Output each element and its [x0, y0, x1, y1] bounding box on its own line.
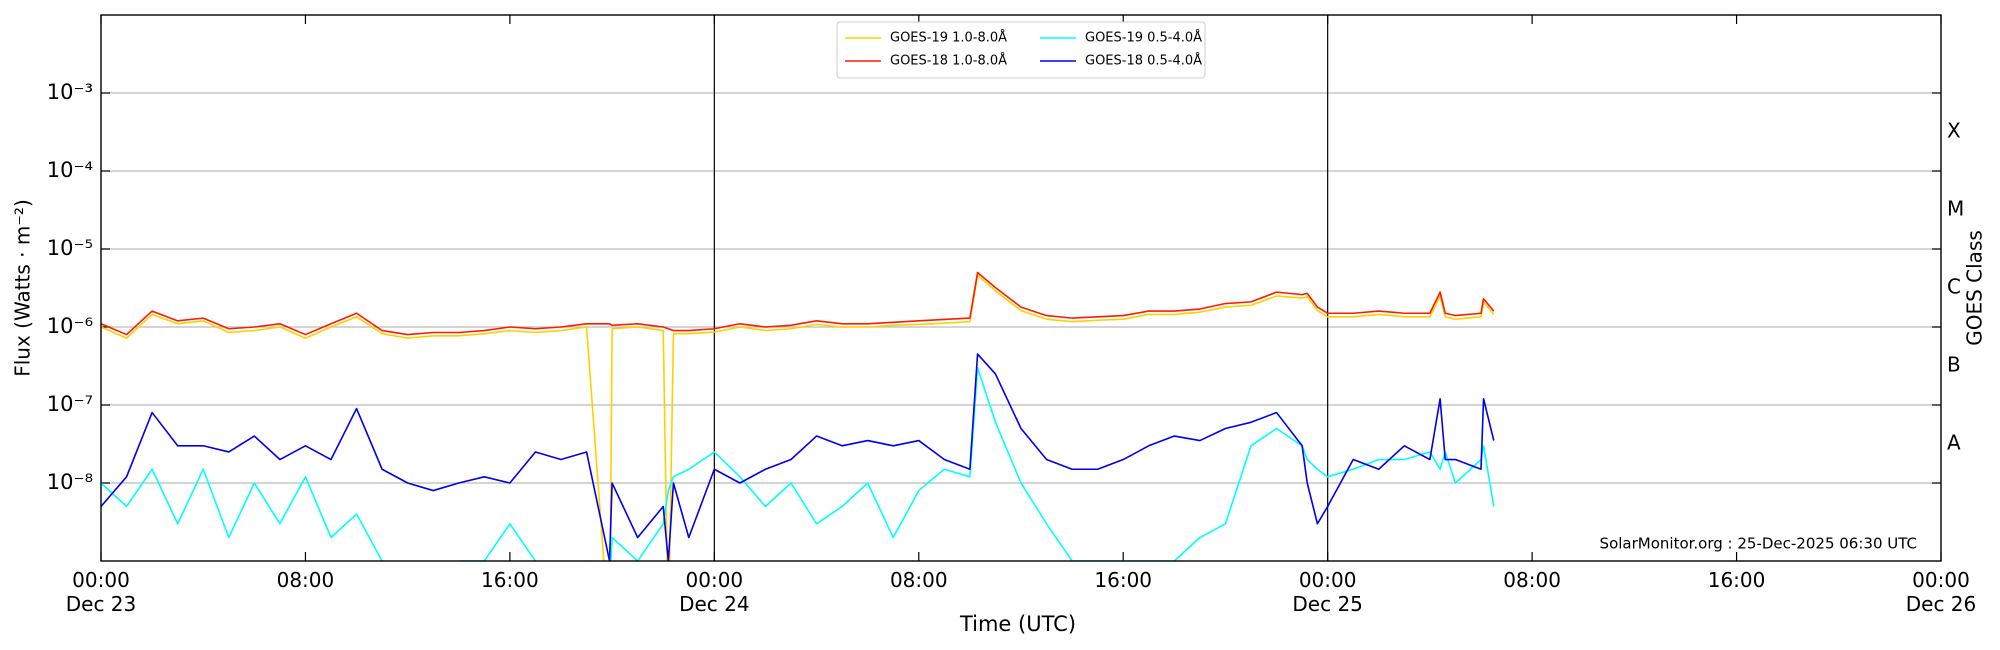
x-tick-label: 16:00 [1707, 568, 1766, 592]
plot-frame [100, 14, 1942, 562]
y-tick-label: 10⁻³ [47, 80, 93, 104]
series-line [101, 366, 1495, 561]
x-tick-label: 08:00 [889, 568, 948, 592]
y-tick-label: 10⁻⁴ [47, 158, 93, 182]
x-tick-label: 00:00 Dec 24 [679, 568, 750, 616]
x-tick-label: 00:00 Dec 25 [1292, 568, 1363, 616]
legend-label: GOES-19 1.0-8.0Å [890, 30, 1007, 46]
legend-label: GOES-18 0.5-4.0Å [1085, 53, 1202, 69]
x-tick-label: 16:00 [1094, 568, 1153, 592]
series-line [101, 271, 1495, 336]
legend-label: GOES-18 1.0-8.0Å [890, 53, 1007, 69]
x-tick-label: 16:00 [481, 568, 539, 592]
goes-class-label: A [1947, 431, 1961, 455]
x-tick-label: 08:00 [1503, 568, 1561, 592]
x-tick-label: 08:00 [276, 568, 335, 592]
y-tick-label: 10⁻⁶ [47, 314, 93, 338]
y2-axis-label: GOES Class [1963, 230, 1987, 346]
goes-class-label: B [1947, 353, 1961, 377]
y-axis-label: Flux (Watts · m⁻²) [11, 199, 35, 377]
goes-class-label: M [1947, 197, 1964, 221]
y-tick-label: 10⁻⁷ [47, 392, 93, 416]
legend-box [836, 21, 1206, 79]
x-tick-label: 00:00 Dec 23 [65, 568, 137, 616]
series-line [101, 274, 1495, 561]
plot-area [101, 271, 1495, 561]
y-tick-label: 10⁻⁵ [47, 236, 93, 260]
x-tick-label: 00:00 Dec 26 [1905, 568, 1977, 616]
goes-class-label: X [1947, 119, 1961, 143]
legend-label: GOES-19 0.5-4.0Å [1085, 30, 1202, 46]
y-tick-label: 10⁻⁸ [47, 470, 93, 494]
x-axis-label: Time (UTC) [959, 612, 1076, 636]
series-line [101, 353, 1495, 561]
annotation: SolarMonitor.org : 25-Dec-2025 06:30 UTC [1600, 535, 1917, 553]
goes-class-label: C [1947, 275, 1961, 299]
